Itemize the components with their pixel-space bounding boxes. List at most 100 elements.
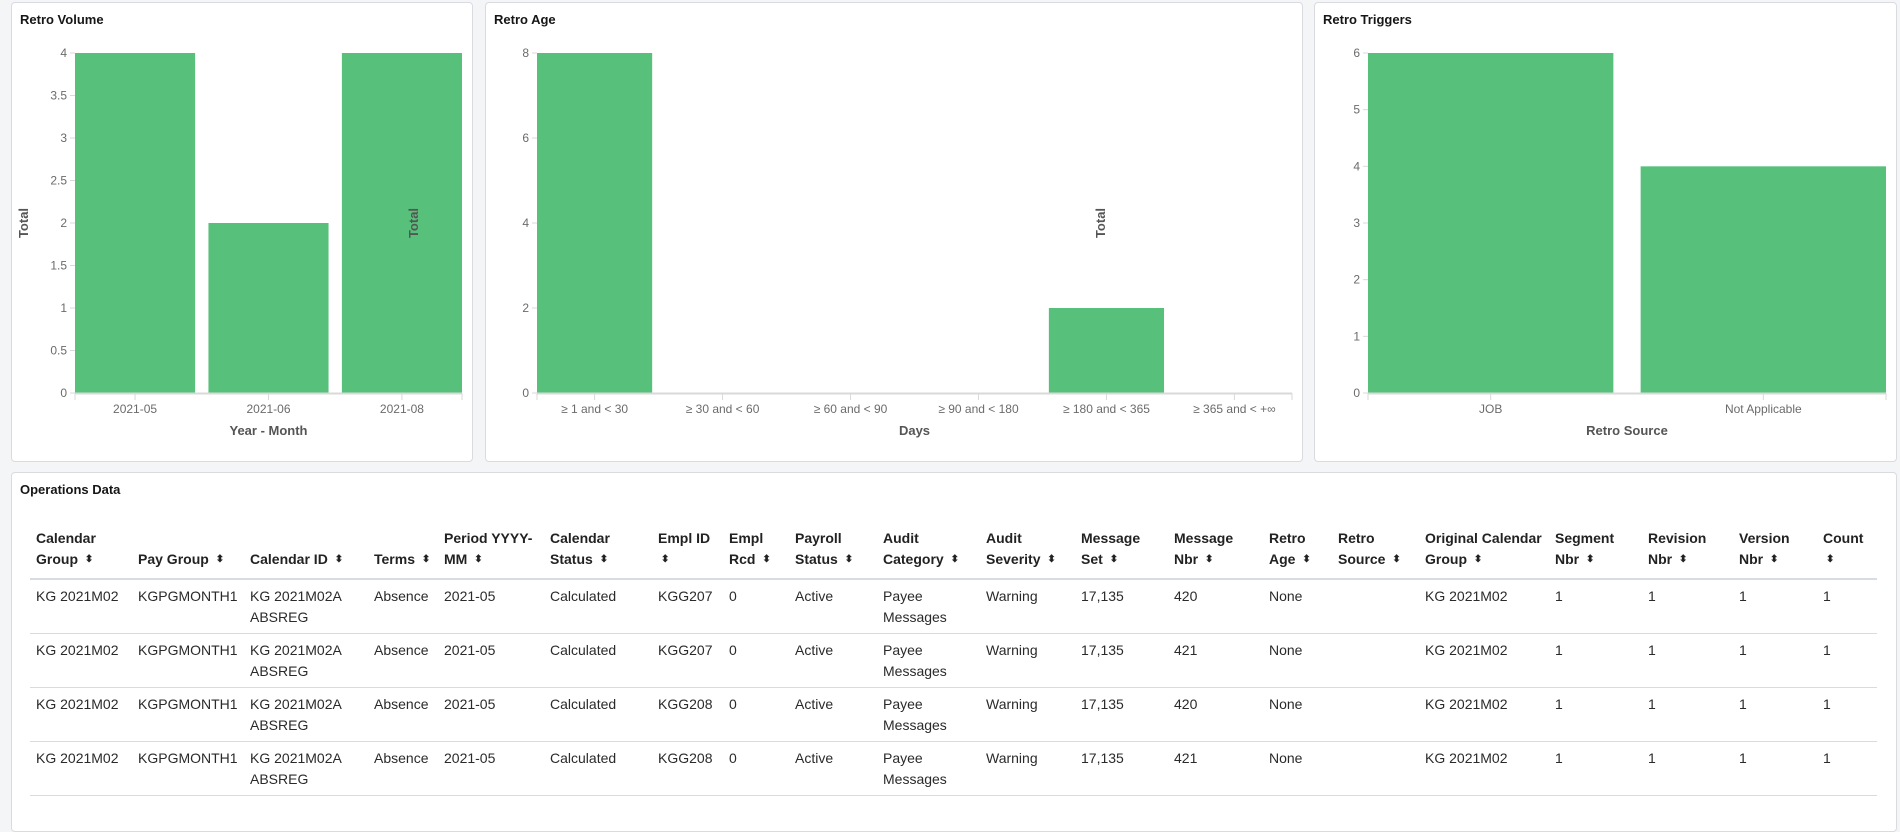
column-header-label: Calendar [550,530,610,546]
column-header[interactable]: Original Calendar Group ⬍ [1419,528,1549,580]
table-cell: Payee Messages [877,633,980,688]
table-cell: 0 [723,633,789,688]
table-cell: Absence [368,633,438,688]
column-header[interactable]: Message Set ⬍ [1075,528,1168,580]
column-header-label: Payroll [795,530,842,546]
column-header-label: Original [1425,530,1478,546]
column-header-label: Status [795,551,838,567]
column-header-label: Nbr [1739,551,1764,567]
sort-up-down-icon[interactable]: ⬍ [1586,554,1595,566]
table-cell: 1 [1642,687,1733,742]
sort-up-down-icon[interactable]: ⬍ [421,554,431,566]
column-header[interactable]: Version Nbr ⬍ [1733,528,1817,580]
column-header-label: Category [883,551,944,567]
sort-up-down-icon[interactable]: ⬍ [1770,554,1779,566]
column-header[interactable]: Payroll Status ⬍ [789,528,877,580]
table-cell: 420 [1168,687,1263,742]
sort-up-down-icon[interactable]: ⬍ [950,554,959,566]
retro-volume-panel: Retro Volume [11,2,473,462]
sort-up-down-icon[interactable]: ⬍ [1109,554,1119,566]
sort-up-down-icon[interactable]: ⬍ [1302,554,1311,566]
table-cell: 1 [1549,579,1642,634]
table-cell: KGG207 [652,633,723,688]
column-header[interactable]: Retro Source ⬍ [1332,528,1419,580]
table-cell: KGG207 [652,579,723,634]
column-header-label: Retro [1269,530,1306,546]
column-header-label: Calendar [36,530,96,546]
table-cell: Warning [980,741,1075,796]
table-cell: None [1263,741,1332,796]
table-cell: Warning [980,633,1075,688]
table-cell: 17,135 [1075,687,1168,742]
column-header[interactable]: Message Nbr ⬍ [1168,528,1263,580]
column-header-label: YYYY-MM [444,530,533,567]
table-cell: 0 [723,579,789,634]
table-cell: 421 [1168,741,1263,796]
column-header-label: Nbr [1648,551,1673,567]
column-header[interactable]: Calendar ID ⬍ [244,528,368,580]
column-header-label: Empl [729,530,764,546]
column-header-label: Terms [374,551,415,567]
table-cell: None [1263,579,1332,634]
column-header-label: Set [1081,551,1103,567]
sort-up-down-icon[interactable]: ⬍ [215,554,225,566]
column-header[interactable]: Terms ⬍ [368,528,438,580]
table-cell: 420 [1168,579,1263,634]
sort-up-down-icon[interactable]: ⬍ [1205,554,1214,566]
panel-title: Retro Triggers [1323,12,1412,27]
table-cell: None [1263,633,1332,688]
panel-title: Retro Volume [20,12,104,27]
table-cell: 1 [1733,687,1817,742]
table-cell: Absence [368,687,438,742]
sort-up-down-icon[interactable]: ⬍ [1826,554,1835,566]
table-cell: 2021-05 [438,633,544,688]
table-cell: 0 [723,741,789,796]
table-cell: 17,135 [1075,633,1168,688]
sort-up-down-icon[interactable]: ⬍ [84,554,94,566]
table-cell: 421 [1168,633,1263,688]
column-header[interactable]: Retro Age ⬍ [1263,528,1332,580]
column-header[interactable]: Calendar Group ⬍ [30,528,132,580]
column-header[interactable]: Pay Group ⬍ [132,528,244,580]
retro-age-panel: Retro Age [485,2,1303,462]
table-cell: KGG208 [652,741,723,796]
sort-up-down-icon[interactable]: ⬍ [1392,554,1401,566]
table-cell: 1 [1733,579,1817,634]
table-cell: Calculated [544,741,652,796]
table-row: KG 2021M02 KGPGMONTH1 KG 2021M02A ABSREG Ab… [30,633,1877,688]
column-header-label: Message [1081,530,1141,546]
table-header-row: Calendar Group ⬍ Pay Group ⬍ Calendar ID ⬍… [30,528,1877,580]
column-header[interactable]: Revision Nbr ⬍ [1642,528,1733,580]
column-header-label: Rcd [729,551,756,567]
column-header-label: Audit [883,530,919,546]
sort-up-down-icon[interactable]: ⬍ [844,554,854,566]
column-header-label: Calendar ID [250,551,328,567]
table-cell: 1 [1817,633,1877,688]
column-header-label: Empl ID [658,530,711,546]
sort-up-down-icon[interactable]: ⬍ [661,554,670,566]
sort-up-down-icon[interactable]: ⬍ [599,554,609,566]
column-header[interactable]: Period YYYY-MM ⬍ [438,528,544,580]
table-cell: Active [789,741,877,796]
sort-up-down-icon[interactable]: ⬍ [762,554,771,566]
table-cell: KG 2021M02 [30,579,132,634]
sort-up-down-icon[interactable]: ⬍ [334,554,344,566]
column-header[interactable]: Audit Severity ⬍ [980,528,1075,580]
column-header[interactable]: Count ⬍ [1817,528,1877,580]
sort-up-down-icon[interactable]: ⬍ [1679,554,1688,566]
sort-up-down-icon[interactable]: ⬍ [474,554,483,566]
column-header[interactable]: Audit Category ⬍ [877,528,980,580]
table-cell: Warning [980,579,1075,634]
table-cell: 1 [1817,579,1877,634]
table-cell: KGPGMONTH1 [132,687,244,742]
sort-up-down-icon[interactable]: ⬍ [1047,554,1056,566]
column-header[interactable]: Empl Rcd ⬍ [723,528,789,580]
column-header-label: Group [36,551,78,567]
column-header[interactable]: Empl ID ⬍ [652,528,723,580]
table-cell: None [1263,687,1332,742]
table-cell: KG 2021M02A ABSREG [244,633,368,688]
column-header[interactable]: Segment Nbr ⬍ [1549,528,1642,580]
sort-up-down-icon[interactable]: ⬍ [1473,554,1483,566]
table-cell [1332,687,1419,742]
column-header[interactable]: Calendar Status ⬍ [544,528,652,580]
